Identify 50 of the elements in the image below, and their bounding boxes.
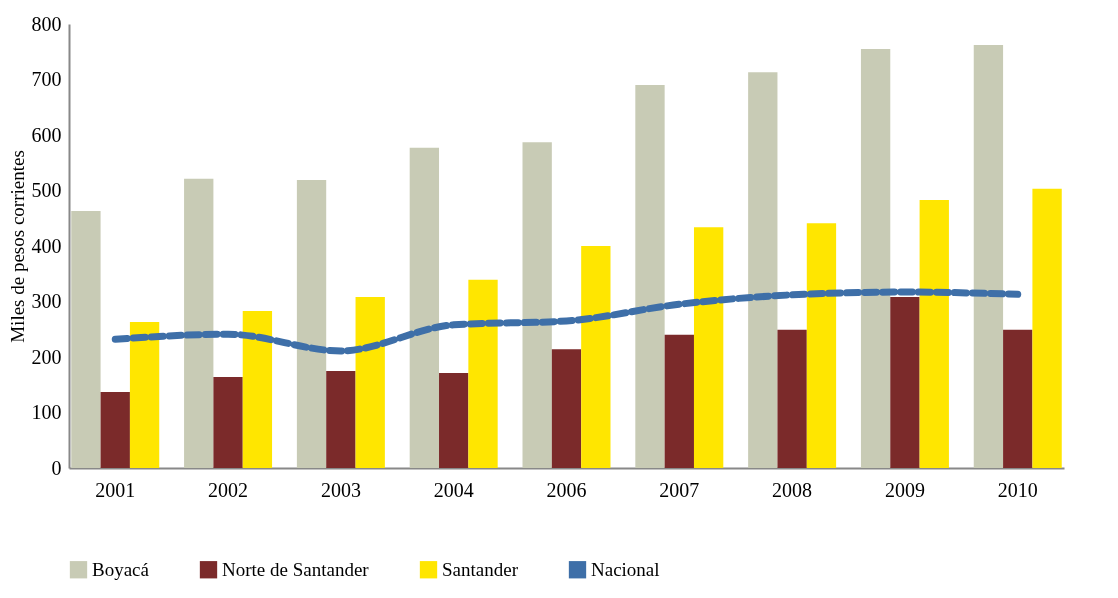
- y-tick-label: 500: [31, 179, 62, 201]
- bar: [1003, 329, 1033, 468]
- y-tick-label: 300: [31, 290, 62, 312]
- x-tick-label: 2002: [208, 478, 249, 501]
- bar: [860, 48, 891, 468]
- x-tick-label: 2010: [997, 478, 1038, 501]
- legend-label: Norte de Santander: [222, 558, 370, 580]
- x-tick-label: 2009: [884, 478, 925, 501]
- y-tick-label: 400: [31, 234, 62, 257]
- y-tick-label: 100: [31, 401, 62, 423]
- y-tick-label: 600: [31, 123, 62, 146]
- bar: [184, 178, 214, 468]
- bar: [326, 370, 356, 468]
- bar: [296, 179, 327, 468]
- bar: [551, 349, 582, 468]
- bar: [129, 322, 160, 468]
- x-tick-label: 2007: [659, 478, 700, 501]
- bar: [973, 45, 1004, 468]
- x-tick-label: 2006: [546, 478, 587, 501]
- y-tick-label: 0: [51, 456, 62, 479]
- bar: [748, 72, 778, 468]
- legend-label: Santander: [442, 558, 519, 580]
- bar: [355, 297, 385, 468]
- bar: [71, 211, 101, 468]
- bar: [777, 329, 807, 468]
- bar: [522, 142, 552, 468]
- y-tick-label: 800: [31, 12, 62, 35]
- bar: [468, 279, 498, 468]
- x-tick-label: 2008: [772, 478, 813, 501]
- bar: [806, 223, 837, 468]
- bar: [919, 199, 949, 468]
- bar: [439, 373, 469, 468]
- x-tick-label: 2003: [320, 478, 361, 501]
- bar: [693, 227, 724, 468]
- x-tick-label: 2004: [433, 478, 474, 501]
- x-tick-label: 2001: [95, 478, 136, 501]
- bar: [635, 85, 665, 468]
- bar: [664, 334, 694, 468]
- y-tick-label: 700: [31, 68, 62, 90]
- bar: [1032, 188, 1062, 468]
- y-tick-label: 200: [31, 345, 62, 368]
- legend-label: Nacional: [591, 558, 660, 580]
- legend-label: Boyacá: [92, 558, 150, 580]
- bar: [890, 297, 920, 468]
- bar: [213, 376, 243, 468]
- bar: [100, 391, 130, 468]
- y-axis-title: Miles de pesos corrientes: [6, 150, 28, 343]
- bar: [409, 147, 440, 468]
- bar: [581, 246, 611, 468]
- bar: [242, 310, 273, 468]
